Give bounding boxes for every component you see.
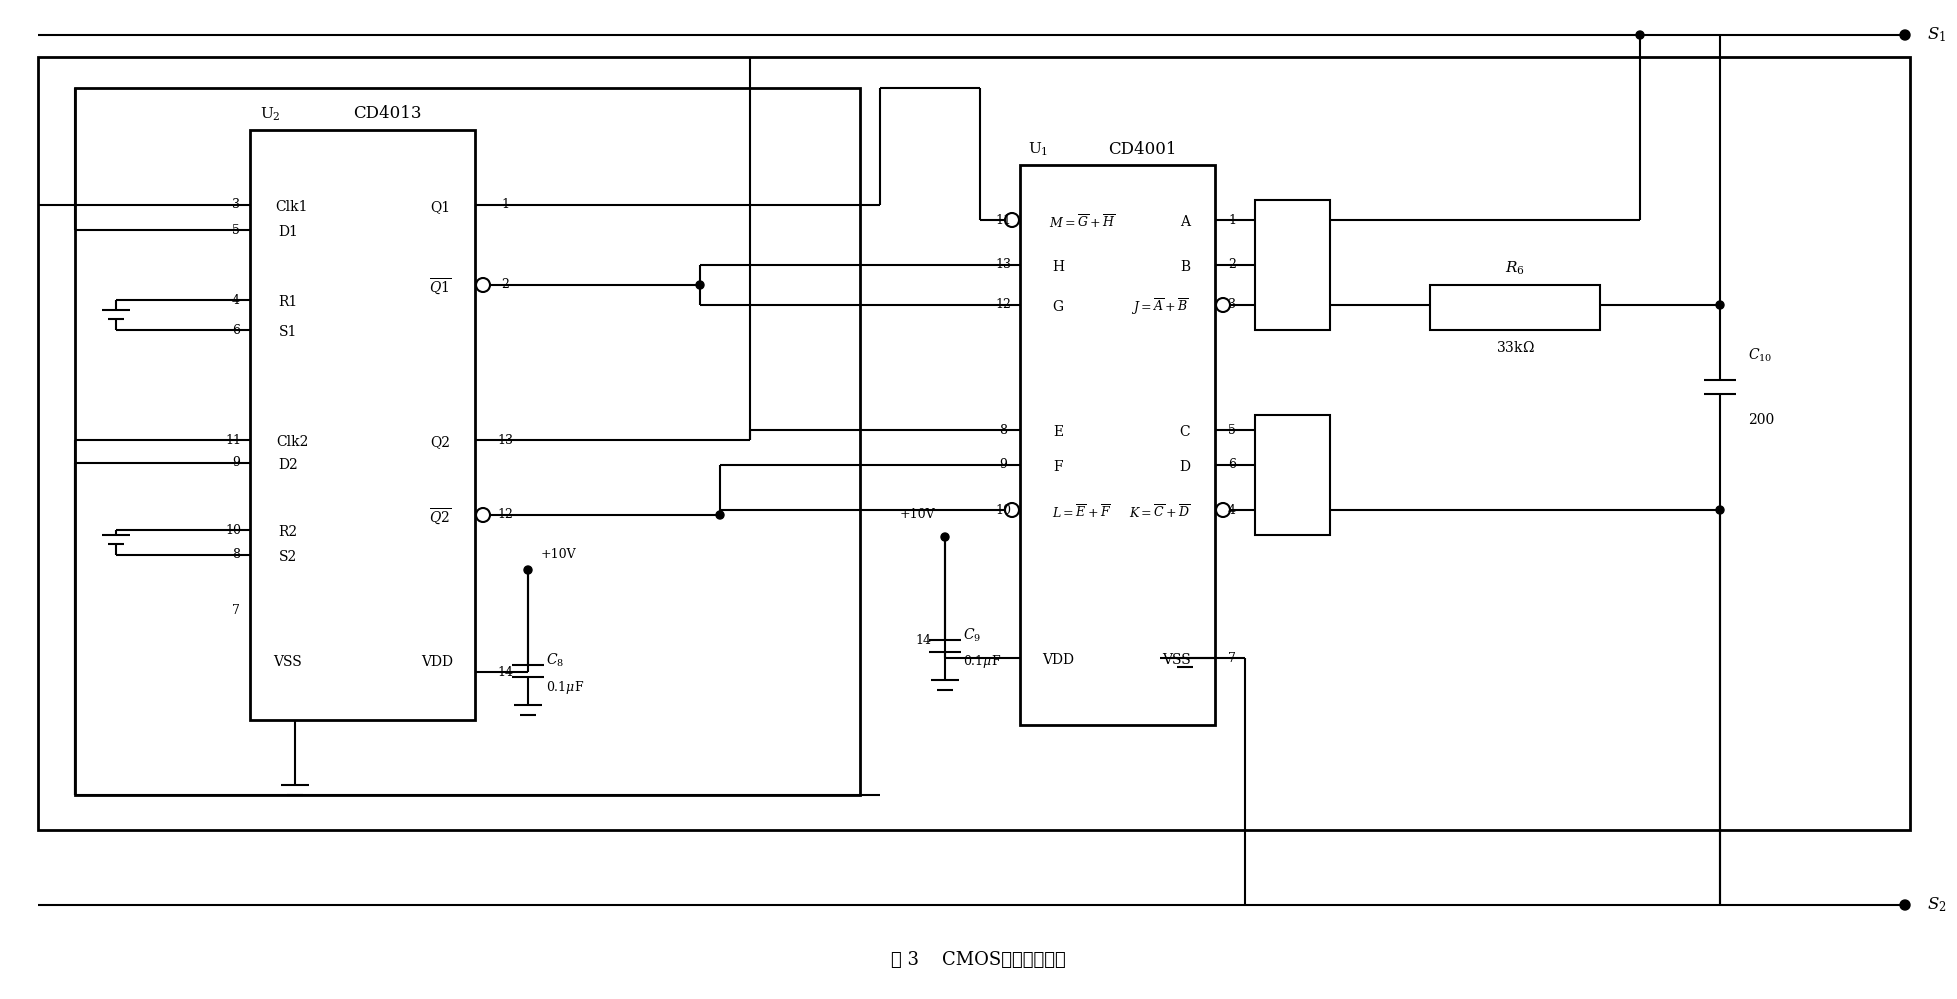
Text: 2: 2 [1229, 259, 1237, 272]
Circle shape [941, 533, 949, 541]
Text: 11: 11 [225, 434, 241, 447]
Text: VDD: VDD [421, 655, 452, 669]
Text: A: A [1180, 215, 1190, 229]
Circle shape [1636, 31, 1644, 39]
Text: Q1: Q1 [431, 200, 450, 214]
Text: B: B [1180, 260, 1190, 274]
Text: $R_6$: $R_6$ [1505, 260, 1525, 277]
Text: 13: 13 [497, 434, 513, 447]
Text: 5: 5 [233, 224, 241, 237]
Text: CD4001: CD4001 [1108, 141, 1176, 158]
Text: 图 3    CMOS控制信号电路: 图 3 CMOS控制信号电路 [890, 951, 1065, 969]
Text: 1: 1 [501, 199, 509, 212]
Text: $S_1$: $S_1$ [1928, 26, 1945, 44]
Text: 200: 200 [1748, 413, 1775, 427]
Text: 0.1$\mu$F: 0.1$\mu$F [963, 653, 1002, 670]
Text: $C_9$: $C_9$ [963, 626, 980, 643]
Text: $\overline{Q2}$: $\overline{Q2}$ [429, 506, 452, 527]
Text: 14: 14 [497, 665, 513, 678]
Circle shape [1716, 506, 1724, 514]
Text: +10V: +10V [900, 508, 935, 521]
Text: CD4013: CD4013 [352, 106, 421, 123]
Bar [1020, 165, 1215, 725]
Text: S2: S2 [280, 550, 297, 564]
Text: 10: 10 [225, 523, 241, 536]
Text: 6: 6 [233, 324, 241, 337]
Bar [74, 88, 859, 795]
Circle shape [1900, 900, 1910, 910]
Text: 3: 3 [233, 199, 241, 212]
Text: 9: 9 [233, 457, 241, 470]
Text: 3: 3 [1227, 299, 1237, 312]
Text: U$_1$: U$_1$ [1027, 140, 1049, 158]
Text: 12: 12 [497, 508, 513, 521]
Text: R1: R1 [278, 295, 297, 309]
Text: 13: 13 [994, 259, 1012, 272]
Text: Clk2: Clk2 [276, 435, 307, 449]
Text: VSS: VSS [274, 655, 303, 669]
Text: 12: 12 [994, 299, 1012, 312]
Bar [1431, 285, 1601, 330]
Text: 8: 8 [998, 424, 1008, 437]
Text: 14: 14 [916, 633, 932, 646]
Text: G: G [1053, 300, 1063, 314]
Circle shape [697, 281, 705, 289]
Bar [1254, 415, 1331, 535]
Text: 5: 5 [1229, 424, 1237, 437]
Text: $S_2$: $S_2$ [1928, 896, 1947, 914]
Bar [250, 130, 476, 720]
Text: VDD: VDD [1041, 653, 1074, 667]
Text: $C_{10}$: $C_{10}$ [1748, 347, 1773, 364]
Text: U$_2$: U$_2$ [260, 105, 280, 123]
Text: 7: 7 [233, 603, 241, 616]
Text: $M=\overline{G}+\overline{H}$: $M=\overline{G}+\overline{H}$ [1049, 214, 1115, 231]
Text: 9: 9 [1000, 459, 1008, 472]
Text: 10: 10 [994, 503, 1012, 516]
Text: $\overline{Q1}$: $\overline{Q1}$ [429, 277, 452, 298]
Text: $K=\overline{C}+\overline{D}$: $K=\overline{C}+\overline{D}$ [1129, 503, 1190, 520]
Text: 8: 8 [233, 548, 241, 561]
Circle shape [1900, 30, 1910, 40]
Circle shape [524, 566, 532, 574]
Bar [37, 57, 1910, 830]
Text: VSS: VSS [1162, 653, 1192, 667]
Text: D2: D2 [278, 458, 297, 472]
Text: S1: S1 [278, 325, 297, 339]
Text: 33k$\Omega$: 33k$\Omega$ [1495, 341, 1534, 356]
Bar [1254, 200, 1331, 330]
Text: 6: 6 [1227, 459, 1237, 472]
Text: $J=\overline{A}+\overline{B}$: $J=\overline{A}+\overline{B}$ [1131, 297, 1188, 317]
Text: D1: D1 [278, 225, 297, 239]
Text: 11: 11 [994, 214, 1012, 227]
Text: 4: 4 [1227, 503, 1237, 516]
Text: R2: R2 [278, 525, 297, 539]
Text: D: D [1180, 460, 1190, 474]
Circle shape [1716, 301, 1724, 309]
Text: E: E [1053, 425, 1063, 439]
Text: Clk1: Clk1 [276, 200, 309, 214]
Text: H: H [1053, 260, 1065, 274]
Text: 2: 2 [501, 279, 509, 292]
Text: $L=\overline{E}+\overline{F}$: $L=\overline{E}+\overline{F}$ [1053, 503, 1112, 520]
Text: Q2: Q2 [431, 435, 450, 449]
Circle shape [716, 511, 724, 519]
Text: C: C [1180, 425, 1190, 439]
Text: +10V: +10V [540, 548, 575, 561]
Text: 1: 1 [1227, 214, 1237, 227]
Text: $C_8$: $C_8$ [546, 651, 564, 668]
Text: 4: 4 [233, 294, 241, 307]
Text: F: F [1053, 460, 1063, 474]
Text: 7: 7 [1229, 651, 1237, 664]
Text: 0.1$\mu$F: 0.1$\mu$F [546, 678, 583, 695]
